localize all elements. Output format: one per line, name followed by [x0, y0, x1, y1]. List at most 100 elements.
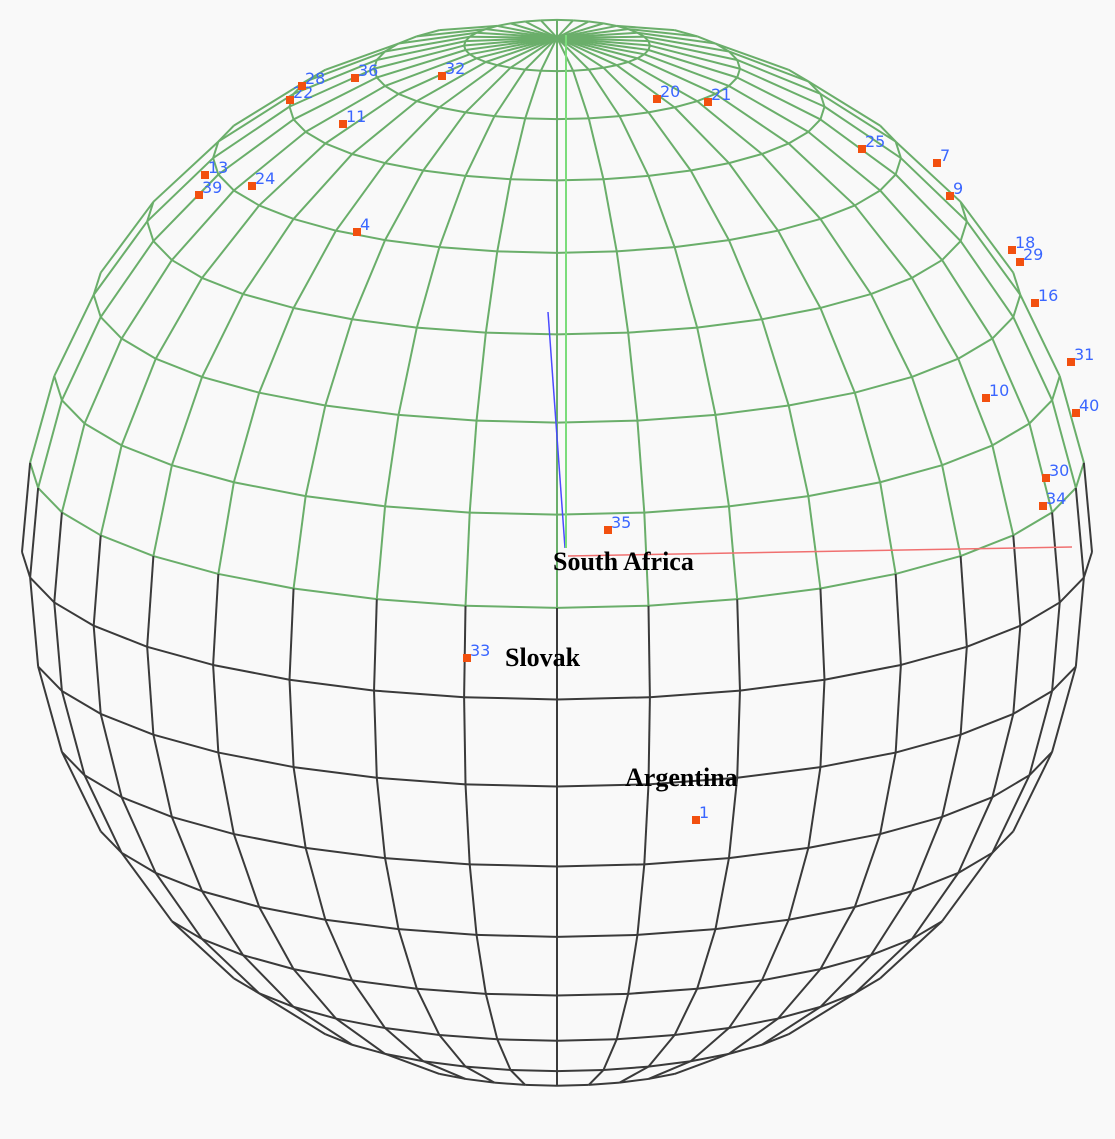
wire	[911, 816, 944, 892]
wire	[288, 679, 295, 768]
wire	[376, 40, 466, 61]
wire	[99, 445, 123, 536]
wire	[423, 169, 466, 177]
wire	[384, 169, 425, 241]
wire	[674, 1052, 730, 1075]
wire	[416, 28, 486, 38]
wire	[212, 573, 220, 666]
wire	[728, 495, 809, 508]
point-label: 11	[346, 107, 366, 126]
wire	[736, 68, 741, 78]
wire	[870, 890, 913, 956]
wire	[619, 1077, 649, 1084]
wire	[879, 173, 897, 192]
wire	[201, 204, 260, 279]
point-marker	[201, 171, 209, 179]
country-label: Slovak	[505, 643, 581, 672]
wire	[696, 928, 717, 990]
point-label: 25	[865, 132, 885, 151]
wire	[673, 106, 730, 164]
wire	[715, 918, 789, 931]
wire	[485, 61, 498, 67]
wire	[422, 1060, 466, 1080]
wire	[820, 293, 872, 309]
wire	[1058, 375, 1085, 463]
wire	[807, 118, 822, 133]
wire	[293, 59, 378, 95]
wire	[305, 846, 386, 860]
wire	[84, 422, 123, 447]
wire	[324, 318, 354, 406]
wire	[37, 665, 63, 692]
wire	[29, 576, 55, 604]
wire	[37, 399, 63, 489]
wire	[1074, 487, 1085, 578]
wire	[647, 175, 676, 248]
wire	[218, 572, 294, 590]
wire	[690, 162, 730, 172]
wire	[957, 796, 994, 874]
wire	[602, 1038, 618, 1071]
wire	[152, 464, 173, 557]
wire	[384, 1052, 440, 1075]
wire	[648, 49, 738, 79]
wire	[29, 462, 40, 489]
wire	[647, 111, 692, 172]
point-marker	[1008, 246, 1016, 254]
wire	[911, 872, 959, 893]
wire	[510, 178, 558, 182]
wire	[61, 399, 86, 425]
wire	[894, 157, 902, 175]
wire	[415, 988, 441, 1036]
wire	[218, 751, 294, 769]
wire	[422, 111, 467, 172]
wire	[761, 1006, 821, 1046]
wire	[674, 100, 698, 109]
point-label: 20	[660, 82, 680, 101]
wire	[373, 68, 378, 78]
wire	[201, 276, 244, 295]
wire	[373, 690, 378, 778]
wire	[242, 218, 295, 295]
wire	[438, 1034, 467, 1068]
wire	[715, 42, 789, 71]
wire	[416, 326, 486, 334]
wire	[777, 1005, 821, 1020]
wire	[616, 1034, 675, 1041]
wire	[155, 357, 203, 378]
wire	[941, 852, 994, 922]
point-marker	[858, 145, 866, 153]
wire	[37, 666, 63, 753]
wire	[616, 246, 675, 253]
wire	[761, 919, 790, 981]
wire	[788, 391, 856, 407]
wire	[21, 551, 32, 578]
wire	[416, 100, 440, 109]
wire	[438, 175, 467, 248]
wire	[497, 64, 511, 69]
wire	[788, 130, 809, 145]
wire	[351, 979, 386, 1029]
wire	[465, 1077, 495, 1084]
wire	[556, 696, 650, 701]
wire	[351, 1043, 386, 1055]
wire	[212, 664, 220, 753]
sphere-wireframe	[21, 18, 1093, 1087]
wire	[485, 331, 558, 336]
wire	[212, 141, 220, 159]
wire	[496, 36, 558, 67]
wire	[728, 239, 763, 320]
wire	[854, 890, 913, 908]
wire	[870, 938, 913, 957]
wire	[510, 36, 558, 69]
wire	[99, 316, 123, 340]
wire	[464, 115, 496, 177]
wire	[212, 157, 220, 175]
wire	[325, 918, 399, 931]
wire	[820, 751, 896, 769]
wire	[201, 938, 260, 995]
point-label: 18	[1015, 233, 1035, 252]
wire	[673, 988, 699, 1036]
wire	[674, 239, 730, 249]
wire	[637, 57, 716, 95]
